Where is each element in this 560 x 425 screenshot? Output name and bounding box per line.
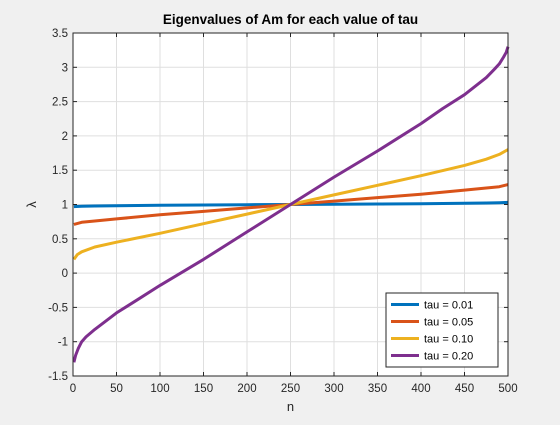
legend-entry: tau = 0.01	[424, 300, 473, 312]
series-line-3	[72, 148, 509, 261]
legend-entry: tau = 0.05	[424, 317, 473, 329]
x-tick-label: 0	[70, 383, 76, 395]
y-tick-label: 2.5	[52, 97, 68, 109]
x-tick-label: 150	[194, 383, 213, 395]
y-tick-label: 3.5	[52, 28, 68, 40]
y-tick-label: 0.5	[52, 234, 68, 246]
y-tick-label: 3	[62, 62, 68, 74]
x-tick-label: 100	[150, 383, 169, 395]
x-tick-label: 350	[368, 383, 387, 395]
y-tick-label: -0.5	[48, 302, 68, 314]
y-tick-label: 2	[62, 131, 68, 143]
x-tick-label: 450	[455, 383, 474, 395]
x-tick-label: 500	[498, 383, 517, 395]
y-axis-label: λ	[24, 201, 39, 208]
y-tick-label: 1	[62, 200, 68, 212]
series-layer	[72, 46, 510, 363]
y-tick-label: 0	[62, 268, 68, 280]
x-tick-label: 300	[324, 383, 343, 395]
x-tick-label: 200	[237, 383, 256, 395]
legend: tau = 0.01 tau = 0.05 tau = 0.10 tau = 0.20	[385, 292, 499, 368]
x-tick-label: 250	[281, 383, 300, 395]
y-tick-label: 1.5	[52, 165, 68, 177]
y-tick-label: -1	[58, 337, 68, 349]
y-tick-label: -1.5	[48, 371, 68, 383]
x-tick-label: 50	[110, 383, 123, 395]
x-tick-label: 400	[411, 383, 430, 395]
legend-entry: tau = 0.20	[424, 351, 473, 363]
chart-title: Eigenvalues of Am for each value of tau	[163, 12, 418, 27]
legend-entry: tau = 0.10	[424, 334, 473, 346]
series-line-4	[72, 46, 510, 363]
x-axis-label: n	[287, 399, 294, 414]
axis-ticks: 0 50 100 150 200 250 300 350 400 450 500 -1.5 -1 -0.5…	[48, 28, 517, 395]
